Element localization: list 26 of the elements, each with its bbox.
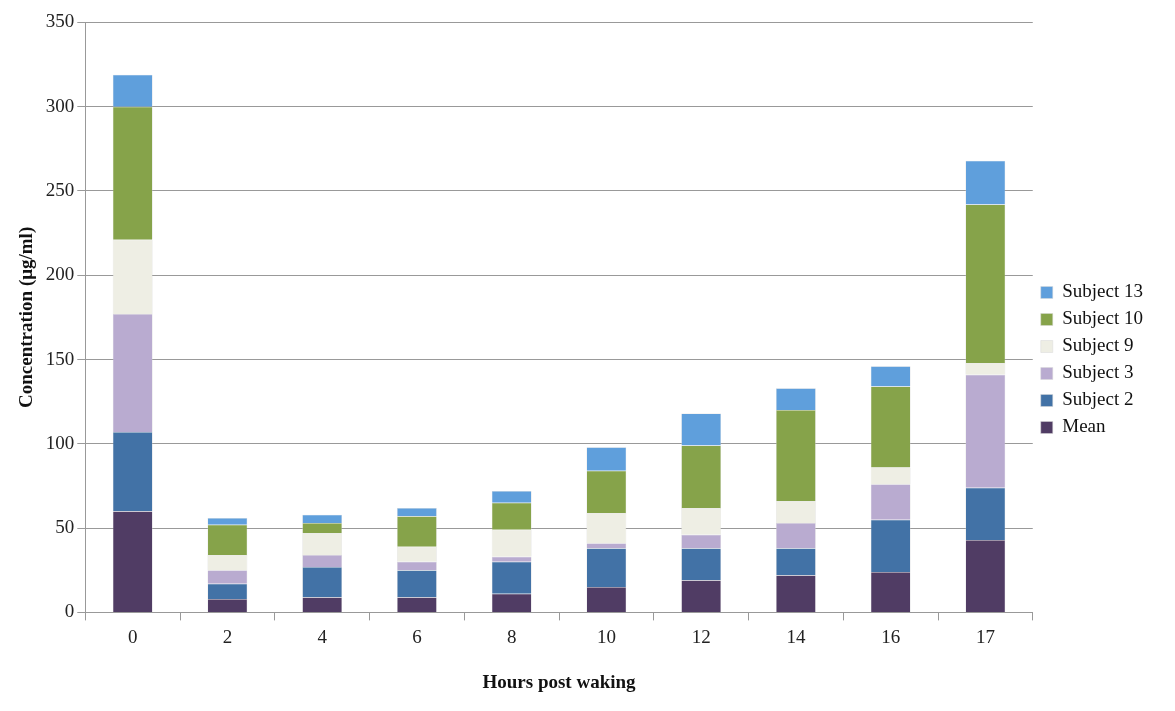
- x-axis-title: Hours post waking: [482, 670, 637, 692]
- legend-label: Subject 3: [1062, 361, 1134, 383]
- x-tick-label: 10: [596, 625, 616, 647]
- legend-label: Mean: [1062, 415, 1107, 437]
- x-tick-label: 2: [222, 625, 233, 647]
- y-tick-label: 50: [55, 516, 75, 538]
- legend-label: Subject 10: [1062, 307, 1144, 329]
- y-tick-label: 0: [64, 600, 75, 622]
- x-tick-label: 14: [786, 625, 806, 647]
- x-tick-label: 4: [317, 625, 328, 647]
- legend-label: Subject 2: [1062, 388, 1134, 410]
- x-tick-label: 17: [975, 625, 995, 647]
- y-tick-label: 300: [45, 94, 75, 116]
- y-tick-label: 100: [45, 431, 75, 453]
- y-tick-label: 250: [45, 178, 75, 200]
- y-tick-label: 200: [45, 263, 75, 285]
- y-tick-label: 350: [45, 10, 75, 32]
- x-tick-label: 12: [691, 625, 711, 647]
- y-axis-title: Concentration (μg/ml): [15, 226, 38, 409]
- legend-label: Subject 13: [1062, 280, 1144, 302]
- x-tick-label: 6: [412, 625, 422, 647]
- x-tick-label: 0: [127, 625, 138, 647]
- x-tick-label: 16: [881, 625, 901, 647]
- legend-label: Subject 9: [1062, 334, 1134, 356]
- y-tick-label: 150: [45, 347, 75, 369]
- x-tick-label: 8: [506, 625, 517, 647]
